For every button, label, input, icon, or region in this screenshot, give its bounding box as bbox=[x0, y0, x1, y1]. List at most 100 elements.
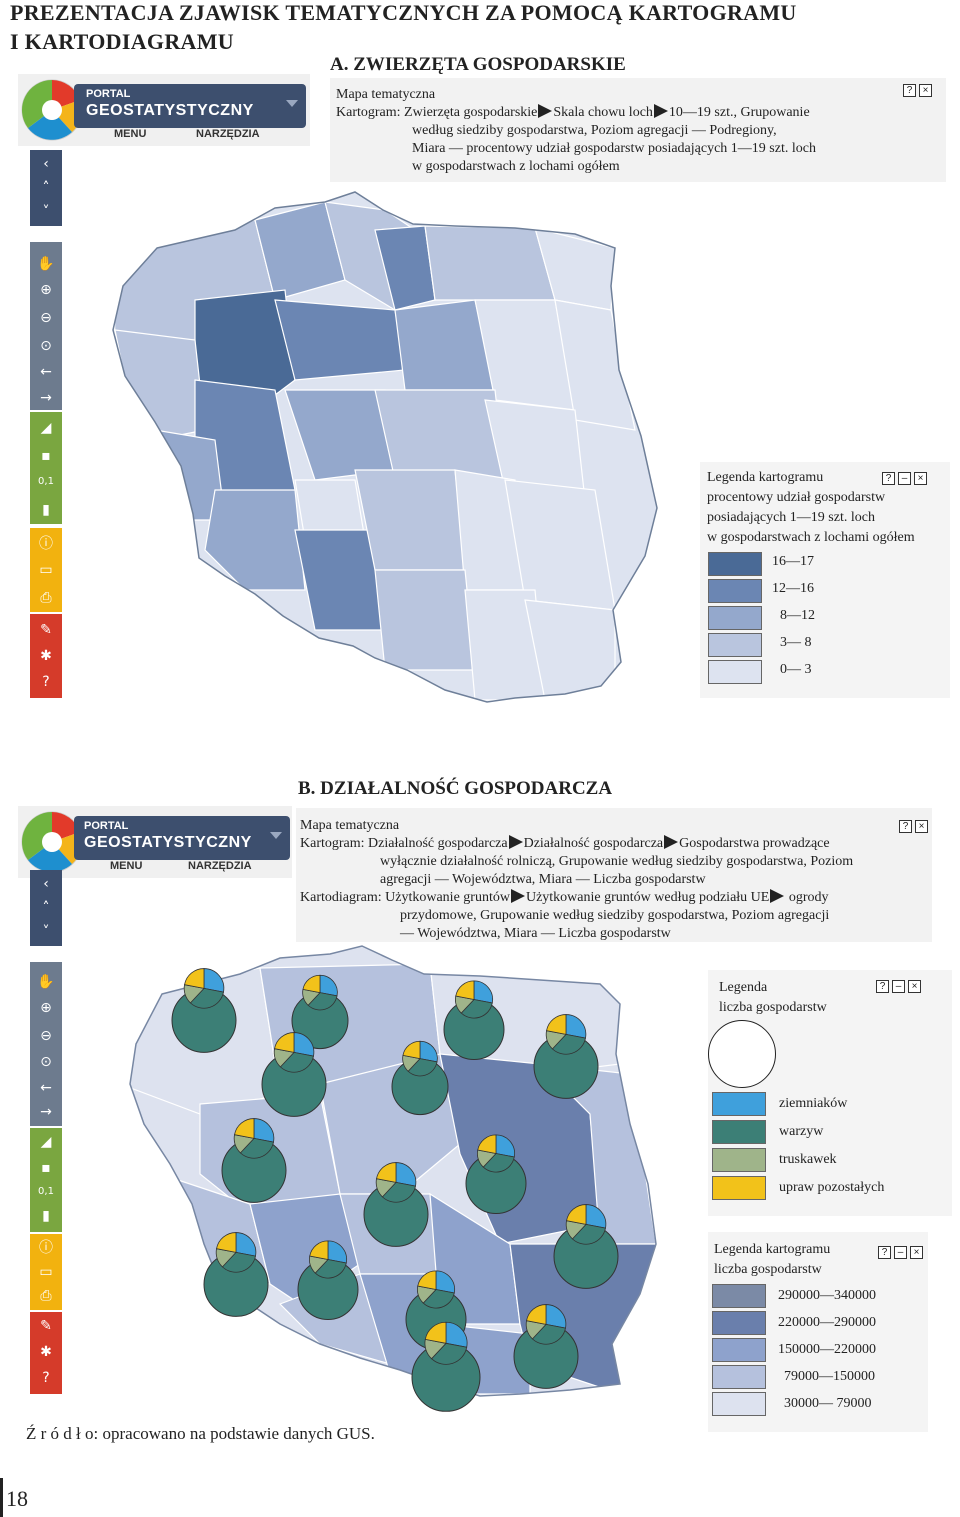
legend-b-label: truskawek bbox=[779, 1152, 837, 1167]
map-toolbar-b: ‹ ˄ ˅ ✋ ⊕ ⊖ ⊙ ← → ◢ ▪ 0,1 ▮ ⓘ ▭ ⎙ ✎ ✱ ? bbox=[30, 870, 62, 1394]
zoom-extent-icon[interactable]: ⊙ bbox=[40, 338, 52, 354]
legend-a-subtitle2: posiadających 1—19 szt. loch bbox=[707, 510, 875, 525]
pan-hand-icon[interactable]: ✋ bbox=[37, 256, 55, 272]
choropleth-map-a[interactable] bbox=[95, 190, 705, 735]
arrow-left-icon[interactable]: ‹ bbox=[43, 876, 49, 892]
tools-button[interactable]: NARZĘDZIA bbox=[188, 860, 252, 872]
close-icon[interactable]: × bbox=[910, 1246, 923, 1259]
measure-icon[interactable]: ◢ bbox=[40, 420, 52, 436]
portal-logo-banner: PORTAL GEOSTATYSTYCZNY bbox=[74, 816, 290, 860]
scale-icon[interactable]: 0,1 bbox=[38, 1186, 54, 1197]
legend-a-subtitle1: procentowy udział gospodarstw bbox=[707, 490, 886, 505]
desc-b-line3: wyłącznie działalność rolniczą, Grupowan… bbox=[380, 854, 854, 869]
page-edge-bar bbox=[0, 1478, 3, 1517]
help-icon[interactable]: ? bbox=[42, 1370, 50, 1386]
language-flag-icon[interactable]: ✱ bbox=[40, 1344, 52, 1360]
chart-point-icon[interactable]: ▪ bbox=[41, 448, 51, 464]
legend-a-swatch bbox=[708, 660, 762, 684]
back-arrow-icon[interactable]: ← bbox=[40, 364, 52, 380]
legend-b2-swatch bbox=[712, 1311, 766, 1335]
legend-b2-label: 79000—150000 bbox=[784, 1369, 875, 1384]
help-icon[interactable]: ? bbox=[882, 472, 895, 485]
print-icon[interactable]: ⎙ bbox=[40, 1288, 52, 1304]
desc-b-line4: agregacji — Województwa, Miara — Liczba … bbox=[380, 872, 706, 887]
pie-slice bbox=[571, 1223, 606, 1245]
pie-slice bbox=[253, 1118, 275, 1143]
bar-chart-icon[interactable]: ▮ bbox=[42, 502, 50, 518]
pie-slice bbox=[477, 1134, 497, 1154]
chevron-up-icon[interactable]: ˄ bbox=[42, 900, 50, 916]
measure-icon[interactable]: ◢ bbox=[40, 1134, 52, 1150]
back-arrow-icon[interactable]: ← bbox=[40, 1080, 52, 1096]
pie-slice bbox=[545, 1304, 567, 1329]
chevron-up-icon[interactable]: ˄ bbox=[42, 180, 50, 196]
pie-slice bbox=[235, 1232, 257, 1257]
print-icon[interactable]: ⎙ bbox=[40, 590, 52, 606]
legend-b-title: Legenda bbox=[719, 980, 768, 995]
help-icon[interactable]: ? bbox=[876, 980, 889, 993]
legend-b2-swatch bbox=[712, 1338, 766, 1362]
close-icon[interactable]: × bbox=[919, 84, 932, 97]
info-icon[interactable]: ⓘ bbox=[39, 1240, 53, 1256]
pie-slice bbox=[395, 1162, 417, 1187]
legend-a-swatch bbox=[708, 552, 762, 576]
legend-a-label: 16—17 bbox=[772, 554, 814, 569]
arrow-left-icon[interactable]: ‹ bbox=[43, 156, 49, 172]
menu-button[interactable]: MENU bbox=[110, 860, 143, 872]
legend-a-swatch bbox=[708, 633, 762, 657]
close-icon[interactable]: × bbox=[908, 980, 921, 993]
forward-arrow-icon[interactable]: → bbox=[40, 1104, 52, 1120]
settings-wrench-icon[interactable]: ✎ bbox=[40, 622, 52, 638]
legend-b2-label: 150000—220000 bbox=[778, 1342, 876, 1357]
legend-b2-label: 290000—340000 bbox=[778, 1288, 876, 1303]
minimize-icon[interactable]: – bbox=[898, 472, 911, 485]
pan-hand-icon[interactable]: ✋ bbox=[37, 974, 55, 990]
close-icon[interactable]: × bbox=[915, 820, 928, 833]
zoom-out-icon[interactable]: ⊖ bbox=[40, 310, 52, 326]
close-icon[interactable]: × bbox=[914, 472, 927, 485]
pie-slice bbox=[319, 974, 338, 997]
portal-header-b: PORTAL GEOSTATYSTYCZNY MENU NARZĘDZIA bbox=[18, 806, 292, 878]
chevron-down-icon[interactable]: ˅ bbox=[42, 924, 50, 940]
zoom-in-icon[interactable]: ⊕ bbox=[40, 1000, 52, 1016]
help-icon[interactable]: ? bbox=[899, 820, 912, 833]
chart-point-icon[interactable]: ▪ bbox=[41, 1160, 51, 1176]
map-toolbar-a: ‹ ˄ ˅ ✋ ⊕ ⊖ ⊙ ← → ◢ ▪ 0,1 ▮ ⓘ ▭ ⎙ ✎ ✱ ? bbox=[30, 150, 62, 698]
cartodiagram-map-b[interactable] bbox=[100, 944, 710, 1424]
chevron-down-icon[interactable]: ˅ bbox=[42, 204, 50, 220]
screen-icon[interactable]: ▭ bbox=[39, 1264, 53, 1280]
zoom-in-icon[interactable]: ⊕ bbox=[40, 282, 52, 298]
settings-wrench-icon[interactable]: ✎ bbox=[40, 1318, 52, 1334]
scale-icon[interactable]: 0,1 bbox=[38, 476, 54, 487]
tools-button[interactable]: NARZĘDZIA bbox=[196, 128, 260, 140]
help-icon[interactable]: ? bbox=[903, 84, 916, 97]
pie-slice bbox=[565, 1014, 587, 1039]
legend-window-buttons: ? – × bbox=[882, 472, 927, 485]
legend-b2-swatch bbox=[712, 1365, 766, 1389]
desc-b-line7: — Województwa, Miara — Liczba gospodarst… bbox=[400, 926, 671, 941]
forward-arrow-icon[interactable]: → bbox=[40, 390, 52, 406]
language-flag-icon[interactable]: ✱ bbox=[40, 648, 52, 664]
help-icon[interactable]: ? bbox=[878, 1246, 891, 1259]
screen-icon[interactable]: ▭ bbox=[39, 562, 53, 578]
minimize-icon[interactable]: – bbox=[894, 1246, 907, 1259]
legend-a-label: 8—12 bbox=[780, 608, 815, 623]
menu-button[interactable]: MENU bbox=[114, 128, 147, 140]
logo-text-geostat: GEOSTATYSTYCZNY bbox=[84, 834, 252, 851]
help-icon[interactable]: ? bbox=[42, 674, 50, 690]
zoom-out-icon[interactable]: ⊖ bbox=[40, 1028, 52, 1044]
pie-slice bbox=[327, 1240, 347, 1264]
pie-slice bbox=[526, 1304, 547, 1325]
legend-b2-swatch bbox=[712, 1284, 766, 1308]
arrow-icon bbox=[770, 889, 785, 903]
chevron-down-icon[interactable] bbox=[286, 100, 298, 107]
zoom-extent-icon[interactable]: ⊙ bbox=[40, 1054, 52, 1070]
bar-chart-icon[interactable]: ▮ bbox=[42, 1208, 50, 1224]
minimize-icon[interactable]: – bbox=[892, 980, 905, 993]
info-icon[interactable]: ⓘ bbox=[39, 536, 53, 552]
legend-b-swatch bbox=[712, 1092, 766, 1116]
chevron-down-icon[interactable] bbox=[270, 832, 282, 839]
legend-b-swatch bbox=[712, 1176, 766, 1200]
page-number: 18 bbox=[6, 1486, 28, 1511]
pie-slice bbox=[424, 1321, 447, 1344]
